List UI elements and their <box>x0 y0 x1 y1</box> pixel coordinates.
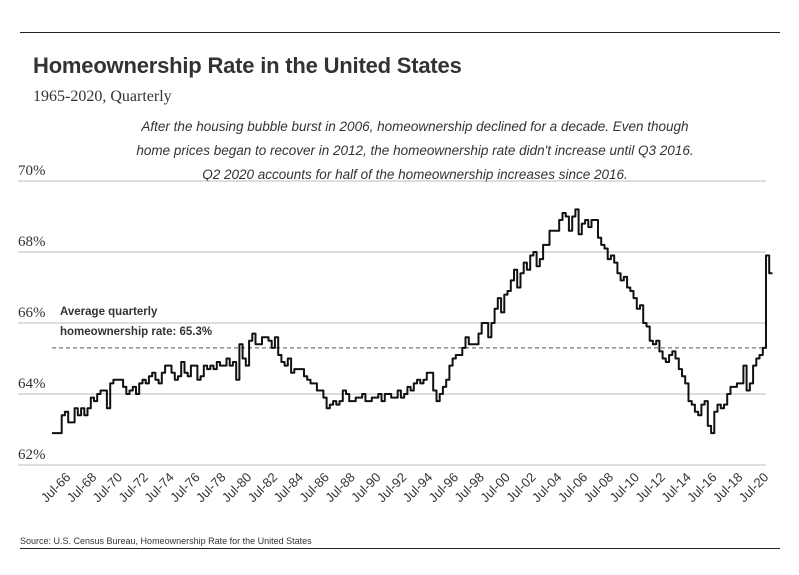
x-tick-label: Jul-20 <box>736 469 772 505</box>
y-axis-ticks: 62% 64% 66% 68% 70% <box>18 163 46 463</box>
chart-annotation: After the housing bubble burst in 2006, … <box>136 119 694 182</box>
gridlines <box>18 180 766 466</box>
top-rule <box>20 32 780 33</box>
series-line <box>52 208 773 435</box>
chart-subtitle: 1965-2020, Quarterly <box>33 88 172 105</box>
y-tick-label: 70% <box>18 163 46 179</box>
chart-title: Homeownership Rate in the United States <box>33 53 462 78</box>
average-label: Average quarterly homeownership rate: 65… <box>60 302 212 342</box>
y-tick-label: 68% <box>18 234 46 250</box>
source-note: Source: U.S. Census Bureau, Homeownershi… <box>20 536 312 546</box>
average-label-line-2: homeownership rate: 65.3% <box>60 326 213 338</box>
y-tick-label: 64% <box>18 376 46 392</box>
average-label-line-1: Average quarterly <box>60 306 158 318</box>
y-tick-label: 66% <box>18 305 46 321</box>
y-tick-label: 62% <box>18 447 46 463</box>
x-axis-ticks: Jul-66Jul-68Jul-70Jul-72Jul-74Jul-76Jul-… <box>38 469 771 505</box>
bottom-rule <box>20 548 780 549</box>
